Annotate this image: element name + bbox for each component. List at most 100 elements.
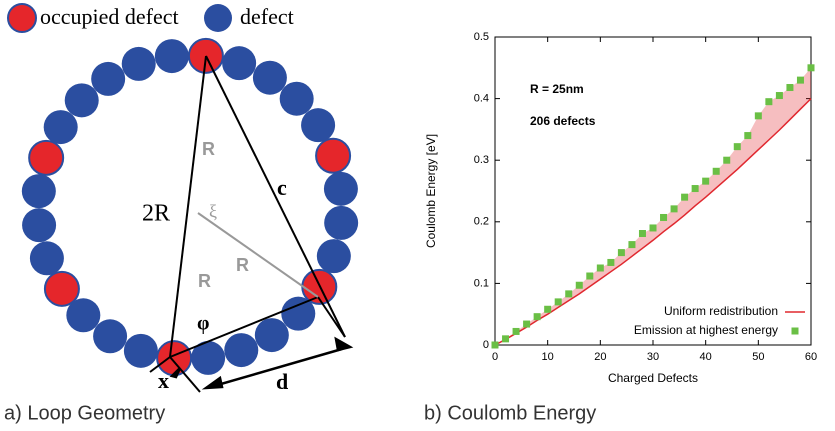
loop-diagram: occupied defect defect 2R R ξ c R R φ x … (4, 3, 359, 424)
defect (254, 318, 289, 353)
x-axis-label: Charged Defects (608, 371, 698, 385)
point (554, 298, 562, 306)
y-axis-label: Coulomb Energy [eV] (424, 134, 438, 248)
label-xi: ξ (209, 201, 217, 221)
occupied-defect (315, 137, 352, 174)
y-tick-label: 0.2 (474, 216, 489, 228)
x-tick-label: 40 (700, 351, 712, 363)
occupied-defect (28, 139, 65, 176)
point (617, 249, 625, 257)
defect (281, 296, 316, 331)
point (544, 305, 552, 313)
defect (91, 61, 126, 96)
radius-line (197, 212, 319, 298)
defect (316, 239, 351, 274)
legend-label: Uniform redistribution (664, 304, 778, 318)
perp-right (317, 296, 346, 338)
legend-label: Emission at highest energy (634, 323, 778, 337)
defect (154, 39, 189, 74)
geometry-lines (149, 55, 346, 393)
point (575, 281, 583, 289)
label-2r: 2R (142, 201, 170, 227)
caption: a) Loop Geometry (4, 402, 165, 424)
point (660, 213, 668, 221)
defect (224, 333, 259, 368)
point (733, 143, 741, 151)
point (565, 290, 573, 298)
x-line (149, 356, 171, 373)
x-tick-label: 0 (492, 351, 498, 363)
defect (29, 241, 64, 276)
defect (93, 319, 128, 354)
point (681, 193, 689, 201)
y-tick-label: 0.1 (474, 277, 489, 289)
occupied-defect (187, 37, 224, 74)
chord-d (169, 296, 319, 358)
x-tick-label: 20 (594, 351, 606, 363)
y-tick-label: 0.5 (474, 31, 489, 43)
point (723, 156, 731, 164)
y-tick-label: 0 (483, 339, 489, 351)
defect (222, 46, 257, 81)
defect (121, 46, 156, 81)
series-line (494, 98, 812, 346)
point (628, 241, 636, 249)
point (796, 76, 804, 84)
legend-defect-symbol (204, 4, 232, 32)
label-r: R (202, 139, 215, 159)
annotation: 206 defects (530, 114, 596, 128)
defect (252, 60, 287, 95)
point (638, 230, 646, 238)
point (712, 167, 720, 175)
defect (323, 171, 358, 206)
point (744, 132, 752, 140)
x-tick-label: 10 (542, 351, 554, 363)
point (512, 327, 520, 335)
d-arrow (169, 336, 354, 390)
point (670, 205, 678, 213)
point (765, 98, 773, 106)
point (533, 313, 541, 321)
point (702, 177, 710, 185)
defect-ring (21, 37, 359, 377)
chart: b) Coulomb Energy 0 0.1 0.2 0.3 0.4 0.5 0 10 20 3… (424, 31, 817, 424)
chord-c (205, 55, 346, 338)
legend-occupied-symbol (7, 3, 37, 33)
point (596, 264, 604, 272)
point (502, 335, 510, 343)
defect (191, 340, 226, 375)
point (807, 64, 815, 72)
point (491, 341, 499, 349)
y-tick-label: 0.3 (474, 154, 489, 166)
point (691, 185, 699, 193)
defect (22, 208, 57, 243)
label-r: R (236, 255, 249, 275)
occupied-defect (43, 270, 80, 307)
point (607, 258, 615, 266)
point (523, 320, 531, 328)
y-tick-label: 0.4 (474, 93, 489, 105)
defect (123, 333, 158, 368)
x-tick-label: 30 (647, 351, 659, 363)
chord-2r (169, 55, 207, 358)
defect (64, 83, 99, 118)
point (586, 272, 594, 280)
point (754, 112, 762, 120)
defect (43, 110, 78, 145)
defect (66, 298, 101, 333)
point (786, 84, 794, 92)
legend-occupied: occupied defect (40, 4, 179, 29)
legend-symbol (791, 327, 799, 335)
label-x: x (158, 368, 169, 393)
label-r: R (198, 271, 211, 291)
annotation: R = 25nm (530, 82, 584, 96)
defect (21, 174, 56, 209)
caption: b) Coulomb Energy (424, 402, 596, 424)
point (649, 224, 657, 232)
label-d: d (276, 369, 288, 394)
x-tick-label: 60 (805, 351, 817, 363)
defect (324, 205, 359, 240)
label-phi: φ (197, 313, 209, 335)
x-tick-label: 50 (752, 351, 764, 363)
